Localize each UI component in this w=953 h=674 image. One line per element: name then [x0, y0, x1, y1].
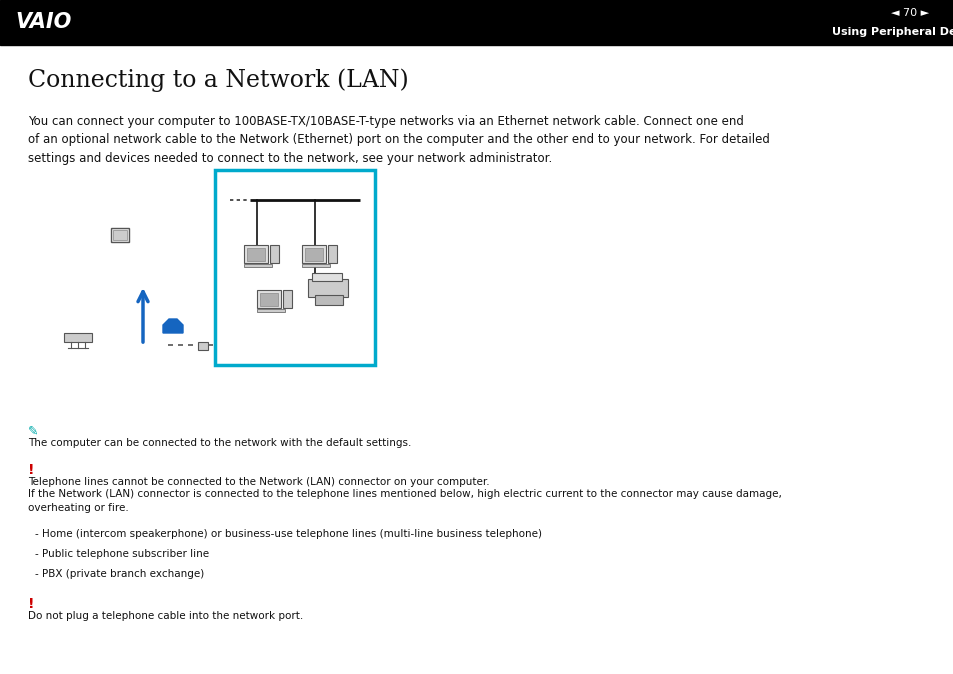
- Bar: [270, 245, 278, 263]
- Text: !: !: [28, 597, 34, 611]
- Bar: [256, 309, 285, 312]
- Bar: [198, 342, 208, 350]
- Text: Connecting to a Network (LAN): Connecting to a Network (LAN): [28, 68, 408, 92]
- Bar: [302, 245, 326, 263]
- Text: Using Peripheral Devices: Using Peripheral Devices: [831, 27, 953, 37]
- Bar: [0, 0, 953, 45]
- Bar: [214, 170, 375, 365]
- Bar: [260, 293, 277, 306]
- Bar: [308, 279, 348, 297]
- Bar: [111, 228, 129, 242]
- Bar: [244, 264, 272, 267]
- Bar: [247, 248, 265, 261]
- Text: - PBX (private branch exchange): - PBX (private branch exchange): [35, 569, 204, 579]
- Text: Do not plug a telephone cable into the network port.: Do not plug a telephone cable into the n…: [28, 611, 303, 621]
- Polygon shape: [163, 319, 183, 333]
- Bar: [256, 290, 281, 308]
- Text: ✎: ✎: [28, 425, 38, 438]
- Bar: [112, 230, 127, 240]
- Text: - Public telephone subscriber line: - Public telephone subscriber line: [35, 549, 209, 559]
- Text: If the Network (LAN) connector is connected to the telephone lines mentioned bel: If the Network (LAN) connector is connec…: [28, 489, 781, 513]
- Bar: [64, 333, 91, 342]
- Bar: [302, 264, 330, 267]
- Text: Telephone lines cannot be connected to the Network (LAN) connector on your compu: Telephone lines cannot be connected to t…: [28, 477, 489, 487]
- Bar: [314, 295, 343, 305]
- Bar: [312, 273, 341, 281]
- Text: You can connect your computer to 100BASE-TX/10BASE-T-type networks via an Ethern: You can connect your computer to 100BASE…: [28, 115, 769, 165]
- Bar: [244, 245, 268, 263]
- Bar: [328, 245, 336, 263]
- Text: The computer can be connected to the network with the default settings.: The computer can be connected to the net…: [28, 438, 411, 448]
- Text: VAIO: VAIO: [15, 13, 71, 32]
- Text: !: !: [28, 463, 34, 477]
- Text: ◄ 70 ►: ◄ 70 ►: [890, 8, 928, 18]
- Bar: [305, 248, 323, 261]
- Bar: [283, 290, 292, 308]
- Text: - Home (intercom speakerphone) or business-use telephone lines (multi-line busin: - Home (intercom speakerphone) or busine…: [35, 529, 541, 539]
